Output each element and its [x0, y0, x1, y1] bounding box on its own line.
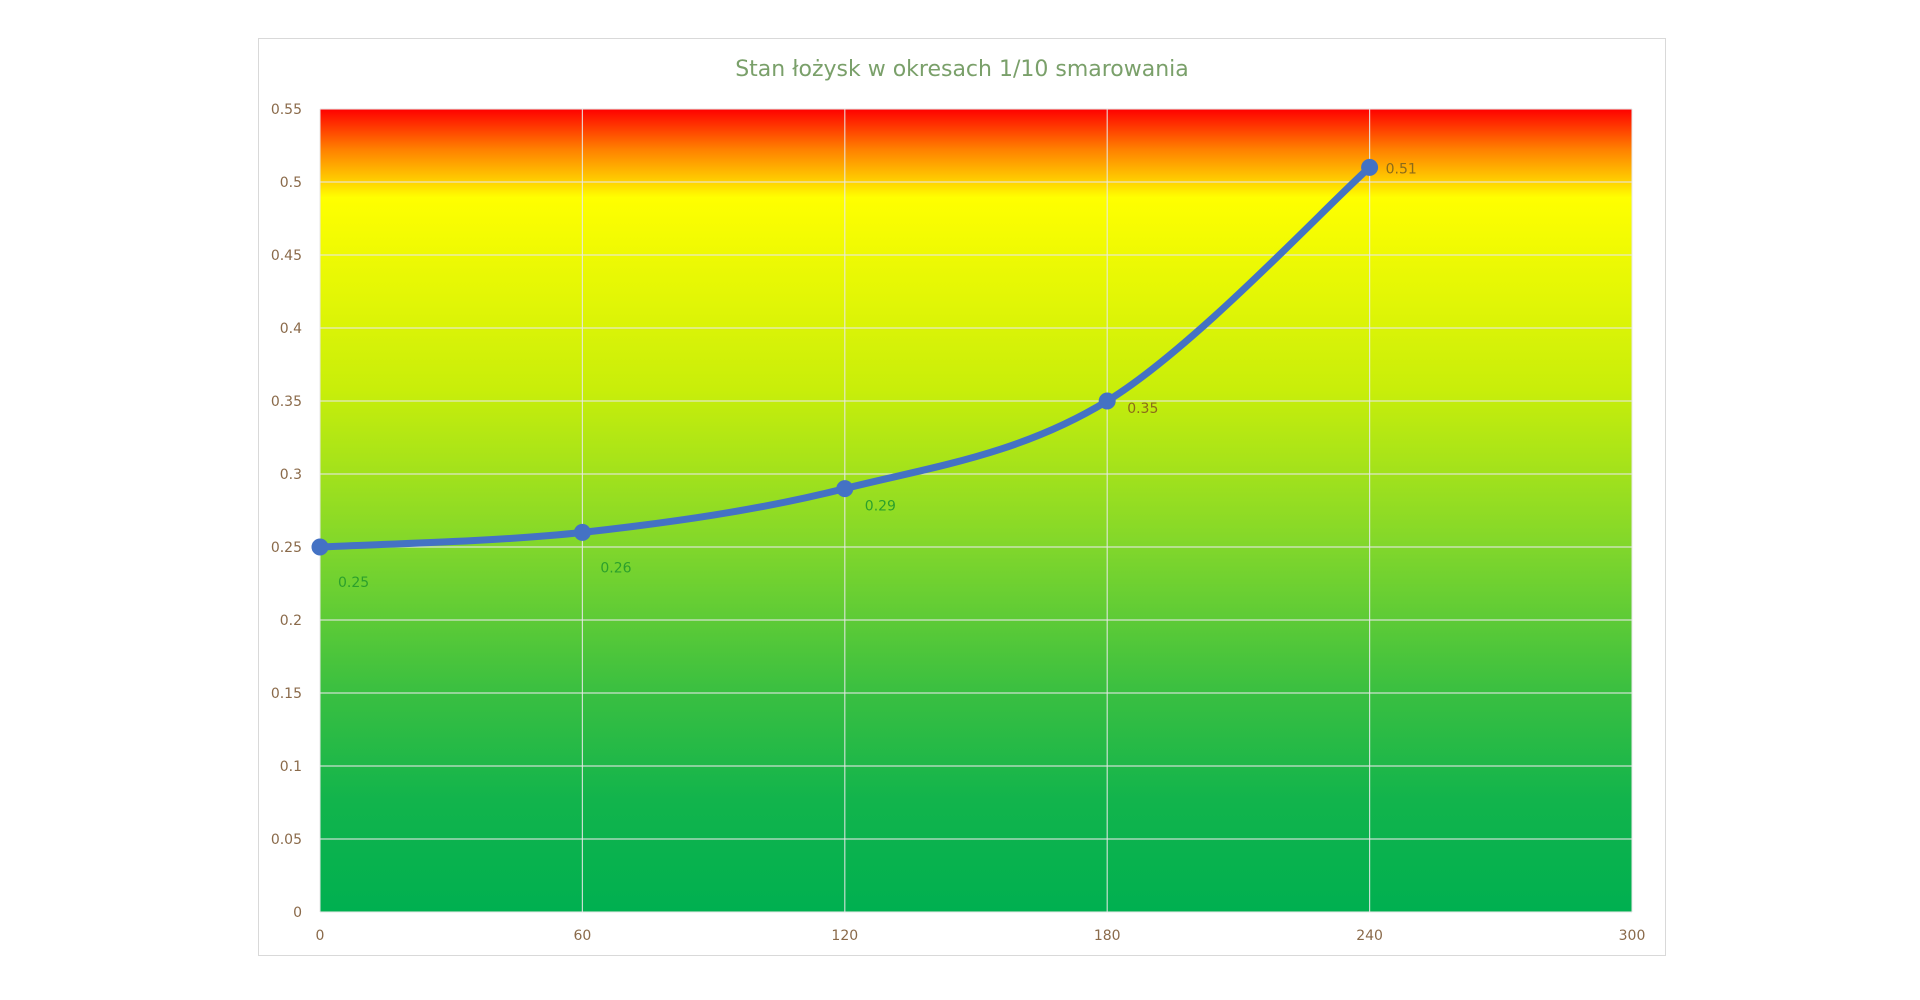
data-point	[836, 480, 854, 498]
y-tick-label: 0.05	[271, 832, 302, 848]
plot-background	[320, 109, 1632, 912]
x-axis-ticks: 0 60 120 180 240 300	[316, 928, 1646, 944]
x-tick-label: 120	[831, 928, 858, 944]
chart-title: Stan łożysk w okresach 1/10 smarowania	[735, 57, 1189, 82]
data-point	[573, 523, 591, 541]
data-point	[1098, 392, 1116, 410]
y-tick-label: 0.55	[271, 102, 302, 118]
x-tick-label: 300	[1619, 928, 1646, 944]
x-tick-label: 180	[1094, 928, 1121, 944]
y-tick-label: 0.45	[271, 248, 302, 264]
data-label: 0.51	[1386, 161, 1417, 177]
data-point	[311, 538, 329, 556]
data-labels: 0.25 0.26 0.29 0.35 0.51	[338, 161, 1417, 591]
y-axis-ticks: 0 0.05 0.1 0.15 0.2 0.25 0.3 0.35 0.4 0.45 0.5 0.55	[271, 102, 302, 921]
data-point	[1361, 158, 1379, 176]
x-tick-label: 240	[1356, 928, 1383, 944]
y-tick-label: 0	[293, 905, 302, 921]
y-tick-label: 0.25	[271, 540, 302, 556]
y-tick-label: 0.2	[280, 613, 302, 629]
data-label: 0.26	[600, 560, 631, 576]
gridlines	[319, 108, 1633, 913]
data-label: 0.35	[1127, 401, 1158, 417]
x-tick-label: 0	[316, 928, 325, 944]
y-tick-label: 0.5	[280, 175, 302, 191]
y-tick-label: 0.15	[271, 686, 302, 702]
y-tick-label: 0.35	[271, 394, 302, 410]
y-tick-label: 0.1	[280, 759, 302, 775]
data-markers	[311, 158, 1379, 556]
y-tick-label: 0.3	[280, 467, 302, 483]
x-tick-label: 60	[573, 928, 591, 944]
y-tick-label: 0.4	[280, 321, 302, 337]
data-label: 0.25	[338, 575, 369, 591]
data-label: 0.29	[865, 499, 896, 515]
